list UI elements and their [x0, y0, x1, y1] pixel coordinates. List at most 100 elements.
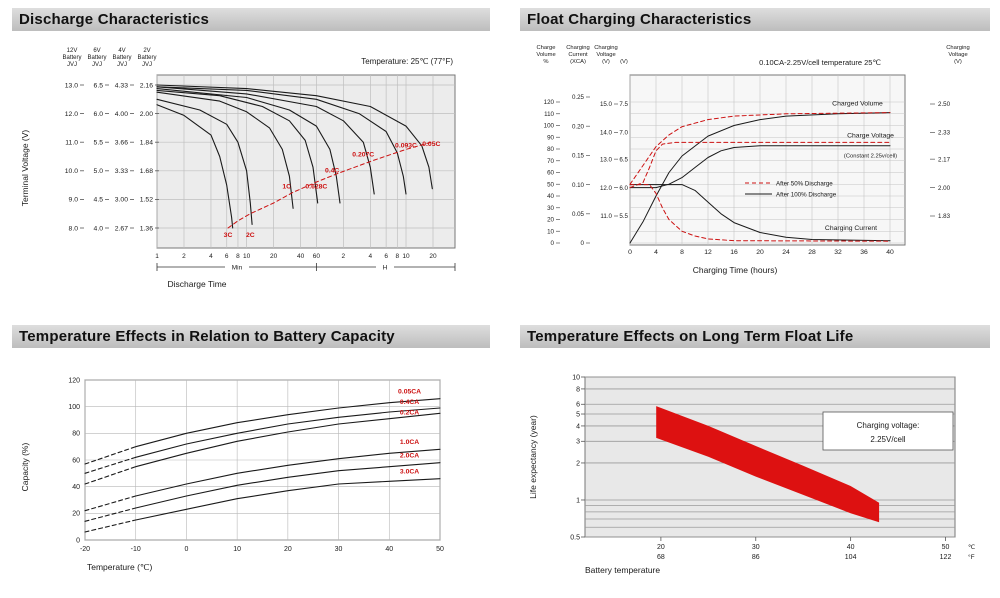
- x-tick-label: 8: [236, 253, 240, 260]
- x-tick-label: -20: [80, 546, 90, 553]
- y-tick-label: 0.15: [572, 153, 585, 160]
- x-tick-label: 20: [284, 546, 292, 553]
- y-tick-label: 15.0: [600, 101, 613, 108]
- y-tick-label: 2.17: [938, 156, 951, 163]
- temp-capacity-chart: -20 -10 0 10 20 30 40 50 0 20 40 60 80 100 120 0.05CA 0.…: [20, 377, 444, 572]
- annotation-box: [822, 411, 954, 451]
- y-tick-label: 40: [547, 193, 554, 200]
- x-tick-label-fahrenheit: 68: [657, 554, 665, 561]
- axis-header: Voltage: [596, 52, 615, 58]
- x-tick-label: 20: [270, 253, 278, 260]
- y-tick-label: 6.5: [619, 156, 628, 163]
- y-tick-label: 60: [72, 457, 80, 464]
- x-tick-label: 1: [155, 253, 159, 260]
- y-tick-label: 120: [544, 99, 555, 106]
- y-tick-label: 12.0: [600, 185, 613, 192]
- x-tick-label: 20: [756, 249, 764, 256]
- rate-label: 0.4C: [325, 168, 339, 175]
- x-axis-title: Battery temperature: [585, 565, 660, 575]
- chart-annotation: Temperature: 25℃ (77°F): [361, 57, 453, 66]
- x-axis-title: Temperature (℃): [87, 562, 152, 572]
- y-tick-label: 0: [581, 240, 585, 247]
- y-tick-label: 12.0: [65, 111, 78, 118]
- panel-header-discharge: Discharge Characteristics: [12, 8, 490, 31]
- series-charged-volume-after-50: [629, 112, 891, 185]
- y-tick-label: 7.0: [619, 130, 628, 137]
- y-tick-label: 6: [576, 402, 580, 409]
- x-tick-label: 12: [704, 249, 712, 256]
- x-unit-fahrenheit: °F: [968, 553, 975, 561]
- series-label: 3.0CA: [400, 468, 419, 475]
- axis-header: (XCA): [570, 59, 586, 65]
- axis-header: Charging: [566, 45, 590, 51]
- axis-header: (V): [954, 59, 962, 65]
- rate-label: 0.093C: [395, 143, 417, 150]
- y-tick-label: 4: [576, 423, 580, 430]
- panel-discharge: Discharge Characteristics 12V Battery JVJ 1…: [12, 8, 490, 312]
- x-tick-label: 24: [782, 249, 790, 256]
- x-tick-label: 10: [402, 253, 410, 260]
- axis-header: %: [543, 59, 548, 65]
- series-charging-current-after-50: [629, 184, 891, 242]
- series-0.4CA: [135, 407, 441, 458]
- series-2.0CA-dashed: [84, 507, 137, 522]
- panel-float-charging: Float Charging Characteristics 0 4 8 12 16 20…: [520, 8, 990, 312]
- y-tick-label: 5.0: [94, 168, 104, 175]
- series-2.0CA: [135, 462, 441, 509]
- x-axis-title: Charging Time (hours): [693, 265, 778, 275]
- plot-area: [156, 74, 456, 249]
- y-tick-label: 2.50: [938, 101, 951, 108]
- x-tick-label: 60: [313, 253, 321, 260]
- series-3.0CA-dashed: [84, 519, 137, 533]
- knee-curve: [227, 141, 432, 229]
- series-0.4C: [156, 88, 341, 204]
- axis-header: (V): [620, 59, 628, 65]
- y-tick-label: 0.05: [572, 211, 585, 218]
- axis-header: (V): [602, 59, 610, 65]
- x-section-label: H: [383, 265, 388, 272]
- y-tick-label: 0.5: [570, 534, 580, 541]
- x-tick-label-fahrenheit: 86: [752, 554, 760, 561]
- curve-label: (Constant 2.25v/cell): [844, 153, 897, 159]
- x-tick-label: 4: [654, 249, 658, 256]
- y-tick-label: 8: [576, 386, 580, 393]
- series-label: 1.0CA: [400, 439, 419, 446]
- scale-header: Battery: [62, 55, 81, 61]
- x-unit-celsius: ℃: [968, 544, 976, 551]
- x-tick-label: 6: [384, 253, 388, 260]
- x-tick-label: 8: [680, 249, 684, 256]
- scale-header: JVJ: [117, 62, 127, 68]
- panel-header-temp-capacity: Temperature Effects in Relation to Batte…: [12, 325, 490, 348]
- series-charged-volume-after-100: [629, 112, 891, 244]
- rate-label: 0.628C: [305, 184, 327, 191]
- y-tick-label: 120: [68, 377, 80, 384]
- y-tick-label: 2.33: [938, 130, 951, 137]
- y-tick-label: 3.66: [115, 140, 128, 147]
- y-tick-label: 5: [576, 411, 580, 418]
- y-tick-label: 1: [576, 497, 580, 504]
- y-tick-label: 80: [547, 146, 554, 153]
- y-tick-label: 10.0: [65, 168, 78, 175]
- y-tick-label: 20: [547, 217, 554, 224]
- rate-label: 0.05C: [422, 141, 440, 148]
- x-tick-label-fahrenheit: 122: [940, 554, 952, 561]
- x-tick-label: 0: [184, 546, 188, 553]
- rate-label: 0.207C: [352, 152, 374, 159]
- series-1C: [156, 91, 294, 209]
- y-tick-label: 3: [576, 439, 580, 446]
- x-tick-label: 32: [834, 249, 842, 256]
- x-tick-label: 10: [233, 546, 241, 553]
- y-tick-label: 7.5: [619, 101, 628, 108]
- panel-header-float-life: Temperature Effects on Long Term Float L…: [520, 325, 990, 348]
- y-axis-title: Capacity (%): [20, 443, 30, 492]
- panel-title-float-charging: Float Charging Characteristics: [527, 11, 752, 28]
- x-tick-label: 8: [396, 253, 400, 260]
- x-tick-label: 50: [436, 546, 444, 553]
- rate-label: 2C: [246, 232, 255, 239]
- scale-header: JVJ: [142, 62, 152, 68]
- curve-label: Charge Voltage: [847, 132, 894, 139]
- x-tick-label-fahrenheit: 104: [845, 554, 857, 561]
- x-tick-label: 6: [225, 253, 229, 260]
- y-tick-label: 10: [547, 228, 554, 235]
- series-1.0CA: [135, 448, 441, 497]
